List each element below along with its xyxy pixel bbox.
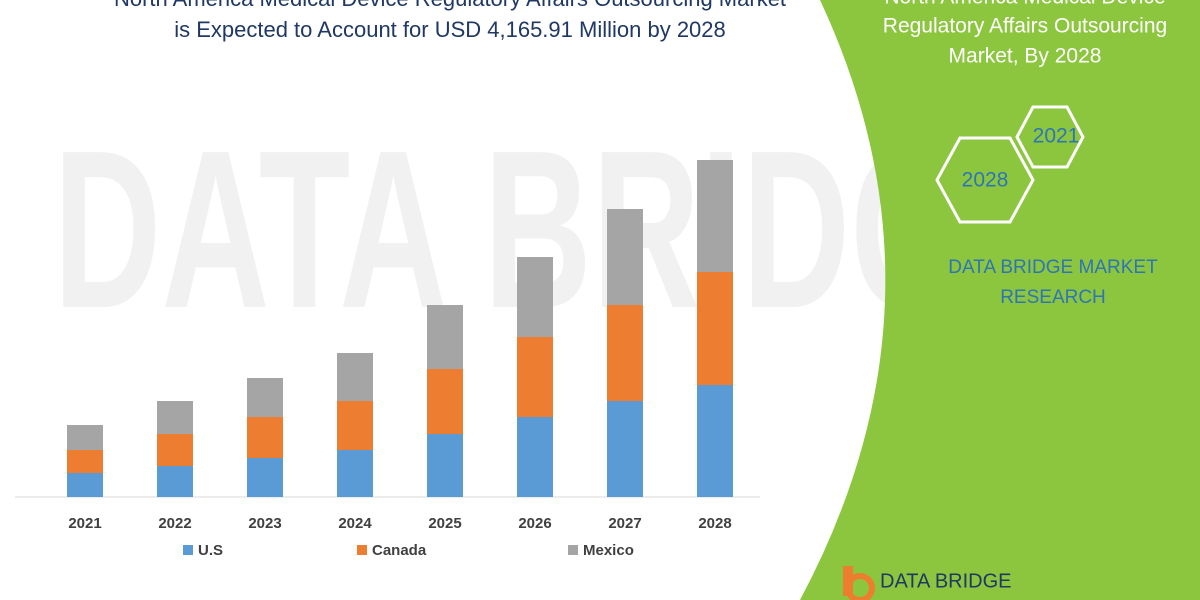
legend-label: Mexico [583, 542, 634, 559]
x-tick-label: 2025 [428, 515, 461, 532]
bar-segment [697, 272, 733, 385]
legend-swatch [357, 545, 367, 555]
hexagon-label: 2021 [1033, 125, 1080, 148]
x-tick-label: 2024 [338, 515, 372, 532]
x-tick-label: 2021 [68, 515, 101, 532]
legend-swatch [568, 545, 578, 555]
bar-segment [427, 369, 463, 434]
bar-segment [247, 417, 283, 458]
x-tick-label: 2026 [518, 515, 551, 532]
legend-label: U.S [198, 542, 223, 559]
side-heading: Regulatory Affairs Outsourcing [883, 15, 1167, 38]
chart-title-line: North America Medical Device Regulatory … [114, 0, 786, 11]
bar-segment [607, 305, 643, 401]
bar-segment [67, 473, 103, 497]
bar-segment [607, 209, 643, 305]
brand-text: RESEARCH [1000, 287, 1106, 308]
bar-segment [517, 337, 553, 417]
x-tick-label: 2023 [248, 515, 281, 532]
brand-text: DATA BRIDGE MARKET [948, 257, 1158, 278]
hexagon [1015, 105, 1085, 169]
hexagon [935, 136, 1035, 224]
hexagon-label: 2028 [962, 169, 1009, 192]
bar-segment [337, 353, 373, 401]
bar-segment [427, 434, 463, 497]
bar-segment [157, 401, 193, 434]
legend-swatch [183, 545, 193, 555]
side-panel [800, 0, 1200, 600]
logo-text: DATA BRIDGE [880, 570, 1012, 592]
logo-icon [845, 573, 875, 600]
bar-segment [247, 378, 283, 417]
x-tick-label: 2022 [158, 515, 191, 532]
bar-segment [157, 466, 193, 497]
bar-segment [247, 458, 283, 497]
bar-segment [337, 401, 373, 450]
bar-segment [67, 425, 103, 450]
bar-segment [697, 385, 733, 497]
bar-segment [607, 401, 643, 497]
side-heading: Market, By 2028 [949, 45, 1102, 68]
bar-segment [697, 160, 733, 272]
side-heading: North America Medical Device [884, 0, 1165, 9]
bar-segment [517, 257, 553, 337]
chart-title-line: is Expected to Account for USD 4,165.91 … [174, 17, 726, 42]
bar-segment [427, 305, 463, 369]
legend-label: Canada [372, 542, 427, 559]
bar-segment [517, 417, 553, 497]
x-tick-label: 2028 [698, 515, 731, 532]
bar-segment [67, 450, 103, 473]
bar-segment [337, 450, 373, 497]
bar-segment [157, 434, 193, 466]
x-tick-label: 2027 [608, 515, 641, 532]
